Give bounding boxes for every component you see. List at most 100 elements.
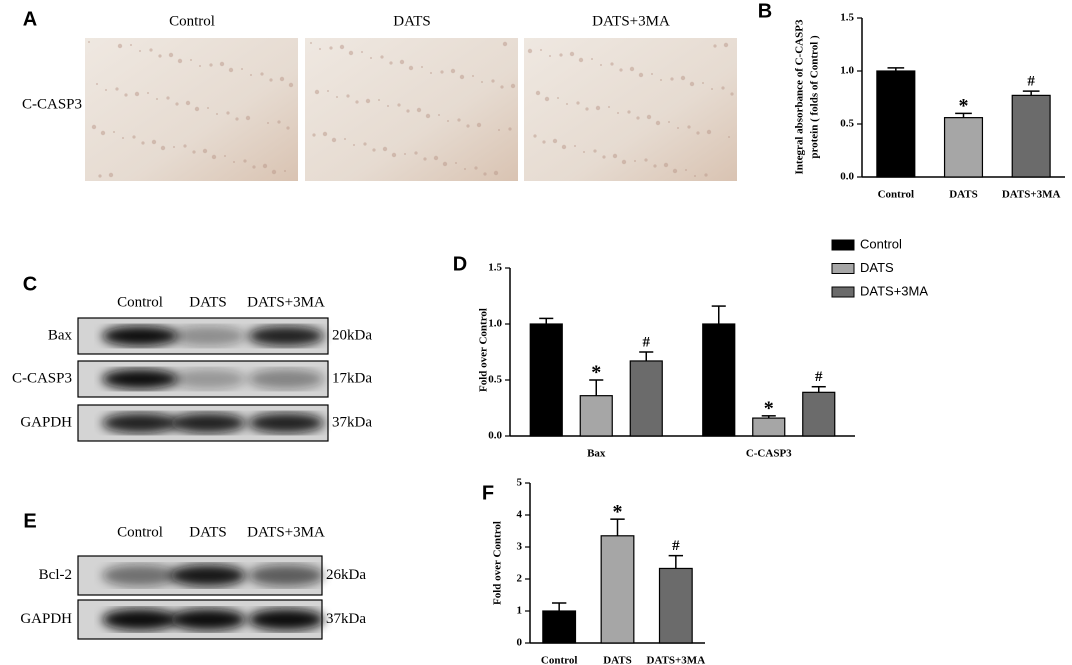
significance-mark: #	[672, 538, 680, 554]
y-axis-label: Integral absorbance of C-CASP3	[794, 19, 806, 174]
y-tick-label: 0.0	[840, 171, 854, 183]
tissue-speck	[627, 110, 631, 114]
tissue-speck	[574, 145, 576, 147]
tissue-speck	[250, 74, 252, 76]
tissue-speck	[498, 129, 500, 131]
panel-label: B	[758, 0, 772, 22]
tissue-speck	[183, 144, 187, 148]
bar	[529, 323, 563, 437]
tissue-speck	[663, 162, 669, 168]
tissue-speck	[346, 94, 350, 98]
y-tick-label: 0.5	[488, 374, 502, 386]
tissue-speck	[552, 138, 558, 144]
legend-swatch	[831, 239, 855, 251]
tissue-speck	[549, 55, 551, 57]
tissue-speck	[696, 131, 700, 135]
tissue-speck	[310, 42, 312, 44]
tissue-speck	[252, 165, 256, 169]
column-label: Control	[117, 294, 163, 310]
panel-label: C	[23, 273, 37, 295]
tissue-speck	[617, 112, 619, 114]
tissue-speck	[284, 170, 286, 172]
bar	[802, 391, 836, 437]
tissue-speck	[576, 101, 580, 105]
tissue-speck	[670, 77, 674, 81]
tissue-speck	[685, 169, 687, 171]
tissue-speck	[344, 138, 346, 140]
tissue-speck	[595, 105, 601, 111]
tissue-speck	[397, 103, 401, 107]
blot-row	[77, 404, 329, 442]
size-label: 26kDa	[326, 567, 366, 583]
significance-mark: #	[815, 369, 823, 385]
histology-image	[305, 38, 518, 181]
tissue-speck	[199, 65, 201, 67]
tissue-speck	[387, 105, 389, 107]
tissue-speck	[421, 66, 423, 68]
tissue-speck	[561, 144, 567, 150]
bar	[752, 417, 786, 437]
tissue-speck	[660, 79, 662, 81]
band	[102, 412, 178, 434]
tissue-speck	[141, 141, 145, 145]
band	[248, 368, 324, 390]
tissue-speck	[224, 155, 226, 157]
tissue-speck	[721, 86, 725, 90]
tissue-speck	[177, 58, 183, 64]
tissue-speck	[540, 49, 542, 51]
tissue-speck	[610, 62, 614, 66]
tissue-speck	[175, 102, 179, 106]
tissue-speck	[694, 175, 696, 177]
x-tick-label: DATS	[603, 655, 632, 665]
tissue-speck	[147, 92, 149, 94]
tissue-speck	[339, 44, 345, 50]
y-tick-label: 1.0	[488, 318, 502, 330]
tissue-speck	[457, 118, 461, 122]
panel-label: F	[482, 482, 494, 504]
tissue-speck	[98, 174, 102, 178]
tissue-speck	[216, 113, 218, 115]
tissue-speck	[139, 50, 141, 52]
tissue-speck	[500, 85, 504, 89]
blot-row	[77, 555, 324, 596]
bar	[658, 567, 693, 644]
tissue-speck	[430, 72, 432, 74]
band	[102, 564, 178, 587]
y-tick-label: 5	[517, 477, 523, 489]
row-label: GAPDH	[20, 414, 72, 430]
tissue-speck	[277, 120, 281, 124]
tissue-speck	[433, 155, 439, 161]
tissue-speck	[207, 107, 209, 109]
tissue-speck	[442, 161, 448, 167]
x-tick-label: Control	[541, 655, 577, 665]
tissue-speck	[636, 116, 640, 120]
tissue-speck	[535, 90, 541, 96]
blot-row	[77, 317, 329, 355]
tissue-speck	[361, 51, 363, 53]
tissue-speck	[279, 76, 285, 82]
tissue-speck	[286, 126, 290, 130]
tissue-speck	[202, 148, 208, 154]
panel-label: A	[23, 8, 37, 30]
tissue-speck	[149, 48, 153, 52]
significance-mark: *	[591, 362, 601, 384]
tissue-speck	[211, 154, 217, 160]
tissue-speck	[634, 160, 636, 162]
tissue-speck	[728, 136, 730, 138]
tissue-speck	[314, 89, 320, 95]
legend-label: DATS+3MA	[860, 283, 928, 298]
tissue-speck	[544, 96, 550, 102]
tissue-speck	[680, 75, 686, 81]
significance-mark: *	[613, 501, 623, 523]
column-label: DATS	[393, 13, 431, 29]
tissue-speck	[156, 98, 158, 100]
tissue-speck	[322, 131, 328, 137]
tissue-speck	[619, 68, 623, 72]
tissue-speck	[423, 157, 427, 161]
column-label: DATS	[189, 524, 227, 540]
significance-mark: #	[643, 334, 651, 350]
tissue-speck	[578, 57, 584, 63]
tissue-speck	[447, 120, 449, 122]
tissue-speck	[243, 159, 247, 163]
